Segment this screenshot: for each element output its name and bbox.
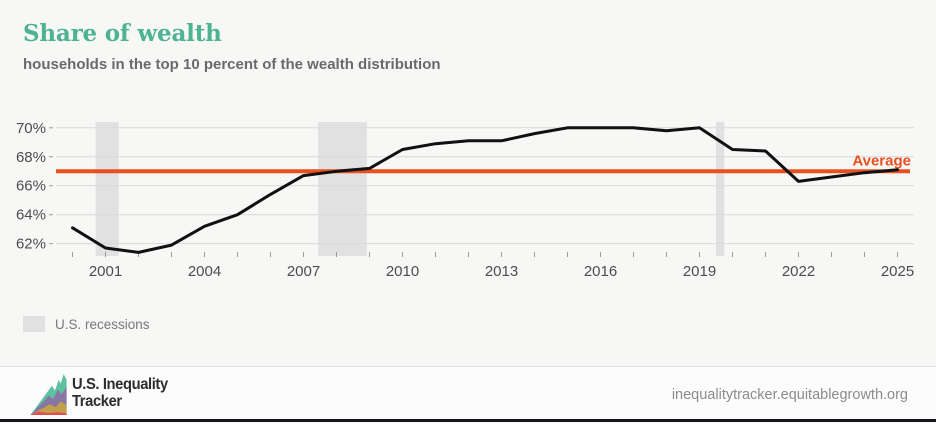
page-subtitle: households in the top 10 percent of the … <box>23 56 441 73</box>
mountain-chart-logo-icon <box>30 374 67 415</box>
average-label: Average <box>852 152 911 169</box>
recession-swatch-icon <box>23 316 45 332</box>
x-axis-label: 2016 <box>584 263 617 280</box>
recession-band <box>716 122 725 256</box>
brand-name: U.S. Inequality Tracker <box>72 376 168 411</box>
recession-band <box>95 122 119 256</box>
y-axis-label: 64% <box>16 207 46 224</box>
footer-url-link[interactable]: inequalitytracker.equitablegrowth.org <box>671 387 908 403</box>
wealth-share-line <box>71 126 899 254</box>
x-axis-label: 2013 <box>485 263 518 280</box>
y-axis-label: 70% <box>16 120 46 137</box>
legend-recessions-label: U.S. recessions <box>55 316 150 332</box>
brand-line2: Tracker <box>72 393 122 411</box>
bottom-accent-bar <box>0 419 936 422</box>
footer: U.S. Inequality Tracker inequalitytracke… <box>0 367 936 424</box>
x-axis-label: 2019 <box>683 263 716 280</box>
legend: U.S. recessions <box>23 316 150 332</box>
x-axis-label: 2022 <box>782 263 815 280</box>
x-axis-label: 2004 <box>188 263 221 280</box>
x-axis-label: 2007 <box>287 263 320 280</box>
x-axis-label: 2001 <box>89 263 122 280</box>
brand-line1: U.S. Inequality <box>72 376 168 393</box>
logo-red-layer <box>30 411 67 415</box>
x-axis-label: 2010 <box>386 263 419 280</box>
page-title: Share of wealth <box>23 20 222 47</box>
x-axis-label: 2025 <box>881 263 914 280</box>
recession-band <box>318 122 367 256</box>
logo-gold-layer <box>30 401 67 415</box>
y-axis-label: 66% <box>16 178 46 195</box>
y-axis-label: 68% <box>16 149 46 166</box>
y-axis-label: 62% <box>16 236 46 253</box>
wealth-share-chart-svg: 70% 68% 66% 64% 62% 2001 2004 2007 2010 2013 2016 2… <box>16 120 914 280</box>
wealth-share-chart: 70% 68% 66% 64% 62% 2001 2004 2007 2010 2013 2016 2… <box>0 110 936 290</box>
footer-divider <box>0 366 936 367</box>
